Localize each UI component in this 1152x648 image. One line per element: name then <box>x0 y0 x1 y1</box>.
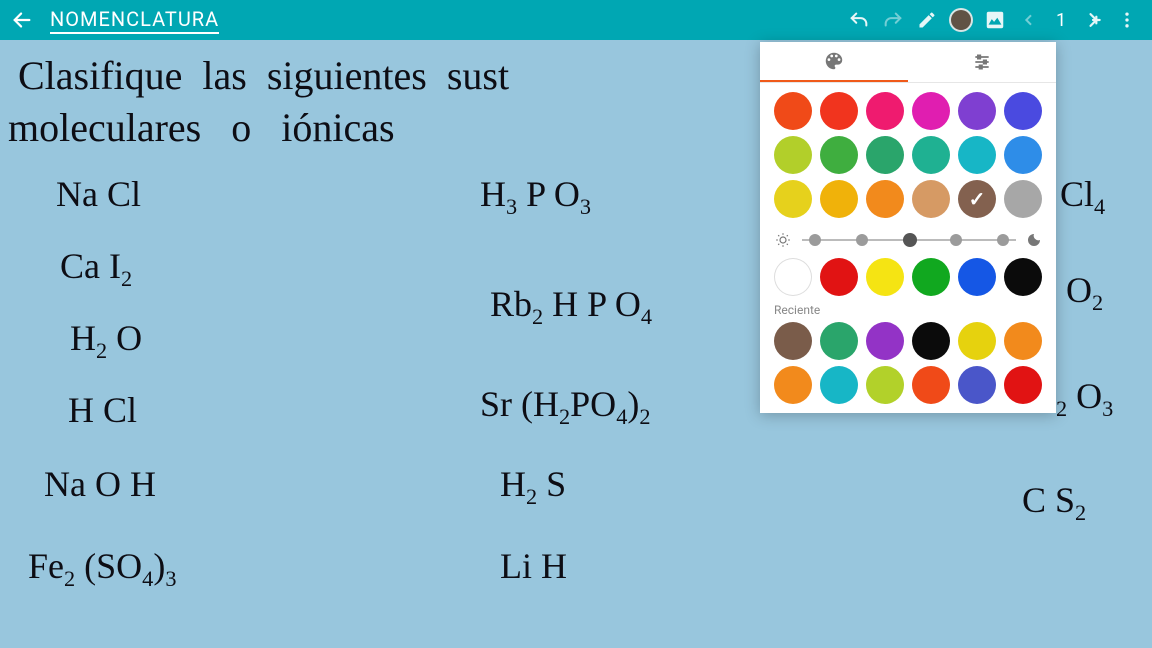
image-icon[interactable] <box>978 3 1012 37</box>
color-swatch[interactable] <box>1004 366 1042 404</box>
color-swatch[interactable] <box>866 92 904 130</box>
color-swatch[interactable] <box>1004 180 1042 218</box>
color-swatch[interactable] <box>912 258 950 296</box>
color-swatch[interactable] <box>774 180 812 218</box>
color-picker-panel: Reciente <box>760 42 1056 413</box>
formula-c2-1: H3 P O3 <box>480 176 591 218</box>
color-swatch[interactable] <box>820 92 858 130</box>
handwriting-heading-1: Clasifique las siguientes sust <box>18 56 509 96</box>
color-swatch[interactable] <box>1004 258 1042 296</box>
color-swatch[interactable] <box>866 322 904 360</box>
color-swatch[interactable] <box>912 180 950 218</box>
palette-tab[interactable] <box>760 42 908 82</box>
picker-tabs <box>760 42 1056 83</box>
formula-c1-5: Na O H <box>44 466 156 502</box>
app-toolbar: NOMENCLATURA 1 <box>0 0 1152 40</box>
color-swatch[interactable] <box>774 322 812 360</box>
color-swatch[interactable] <box>958 136 996 174</box>
formula-c2-3: Sr (H2PO4)2 <box>480 386 651 428</box>
formula-c1-4: H Cl <box>68 392 137 428</box>
color-swatch[interactable] <box>866 136 904 174</box>
moon-icon <box>1026 232 1042 248</box>
handwriting-heading-2: moleculares o iónicas <box>8 108 395 148</box>
sliders-tab[interactable] <box>908 42 1056 82</box>
color-swatch[interactable] <box>958 258 996 296</box>
color-swatch[interactable] <box>820 322 858 360</box>
color-swatch[interactable] <box>958 180 996 218</box>
color-swatch[interactable] <box>866 180 904 218</box>
color-swatch[interactable] <box>774 366 812 404</box>
document-title[interactable]: NOMENCLATURA <box>50 7 219 34</box>
color-swatch[interactable] <box>866 366 904 404</box>
color-swatch[interactable] <box>820 366 858 404</box>
formula-c1-6: Fe2 (SO4)3 <box>28 548 176 590</box>
color-swatch[interactable] <box>1004 322 1042 360</box>
color-swatch[interactable] <box>912 322 950 360</box>
formula-c1-3: H2 O <box>70 320 142 362</box>
formula-c1-1: Na Cl <box>56 176 141 212</box>
color-swatch[interactable] <box>1004 136 1042 174</box>
brightness-track[interactable] <box>802 239 1016 241</box>
color-swatch[interactable] <box>958 322 996 360</box>
color-swatch[interactable] <box>912 366 950 404</box>
formula-c1-2: Ca I2 <box>60 248 132 290</box>
color-swatch[interactable] <box>866 258 904 296</box>
color-swatch[interactable] <box>820 180 858 218</box>
formula-c2-5: Li H <box>500 548 567 584</box>
undo-icon[interactable] <box>842 3 876 37</box>
back-icon[interactable] <box>8 6 36 34</box>
page-number[interactable]: 1 <box>1046 10 1076 31</box>
brightness-slider[interactable] <box>760 221 1056 255</box>
formula-c3-4: C S2 <box>1022 482 1086 524</box>
add-page-icon[interactable] <box>1076 3 1110 37</box>
color-swatch[interactable] <box>958 366 996 404</box>
color-swatch[interactable] <box>820 258 858 296</box>
color-swatch[interactable] <box>912 92 950 130</box>
color-swatch[interactable] <box>774 258 812 296</box>
prev-page-icon[interactable] <box>1012 3 1046 37</box>
color-swatch[interactable] <box>774 136 812 174</box>
current-color-dot <box>949 8 973 32</box>
formula-c2-4: H2 S <box>500 466 566 508</box>
formula-c2-2: Rb2 H P O4 <box>490 286 652 328</box>
color-swatch[interactable] <box>958 92 996 130</box>
color-swatch[interactable] <box>774 92 812 130</box>
current-color-button[interactable] <box>944 3 978 37</box>
redo-icon[interactable] <box>876 3 910 37</box>
sun-icon <box>774 231 792 249</box>
more-icon[interactable] <box>1110 3 1144 37</box>
pen-icon[interactable] <box>910 3 944 37</box>
color-swatch[interactable] <box>820 136 858 174</box>
color-swatch[interactable] <box>912 136 950 174</box>
formula-c3-1: Cl4 <box>1060 176 1105 218</box>
recent-label: Reciente <box>760 299 1056 319</box>
color-swatch[interactable] <box>1004 92 1042 130</box>
formula-c3-3: 2 O3 <box>1056 378 1113 420</box>
formula-c3-2: O2 <box>1066 272 1103 314</box>
